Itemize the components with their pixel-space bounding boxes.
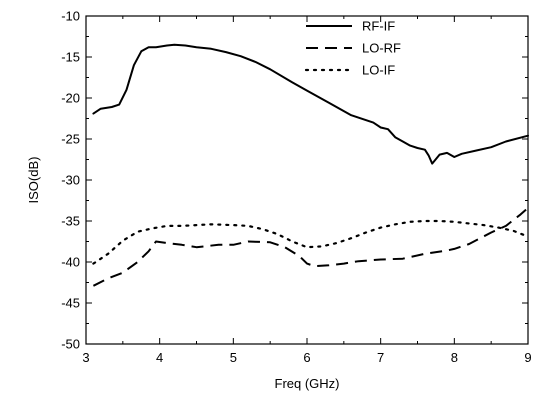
y-tick-label: -15 xyxy=(61,50,80,65)
y-axis-label: ISO(dB) xyxy=(26,157,41,204)
x-tick-label: 7 xyxy=(377,350,384,365)
x-tick-label: 8 xyxy=(451,350,458,365)
x-tick-label: 4 xyxy=(156,350,163,365)
y-tick-label: -40 xyxy=(61,255,80,270)
x-tick-label: 9 xyxy=(524,350,531,365)
plot-frame xyxy=(86,16,528,344)
x-tick-label: 3 xyxy=(82,350,89,365)
legend: RF-IF LO-RF LO-IF xyxy=(306,19,401,78)
series-line-rf-if xyxy=(93,45,528,164)
x-tick-label: 6 xyxy=(303,350,310,365)
y-tick-label: -20 xyxy=(61,91,80,106)
axes: 3 4 5 6 7 8 9 -10 -15 -20 -25 -30 -35 -40 -45 -50 xyxy=(61,9,531,366)
legend-label-lo-rf: LO-RF xyxy=(362,41,401,56)
legend-label-lo-if: LO-IF xyxy=(362,63,395,78)
x-axis-label: Freq (GHz) xyxy=(275,376,340,391)
y-tick-label: -30 xyxy=(61,173,80,188)
plot-area xyxy=(93,45,528,286)
y-tick-label: -45 xyxy=(61,296,80,311)
y-tick-label: -35 xyxy=(61,214,80,229)
y-tick-label: -50 xyxy=(61,337,80,352)
y-tick-label: -25 xyxy=(61,132,80,147)
x-tick-label: 5 xyxy=(230,350,237,365)
legend-label-rf-if: RF-IF xyxy=(362,19,395,34)
y-tick-label: -10 xyxy=(61,9,80,24)
